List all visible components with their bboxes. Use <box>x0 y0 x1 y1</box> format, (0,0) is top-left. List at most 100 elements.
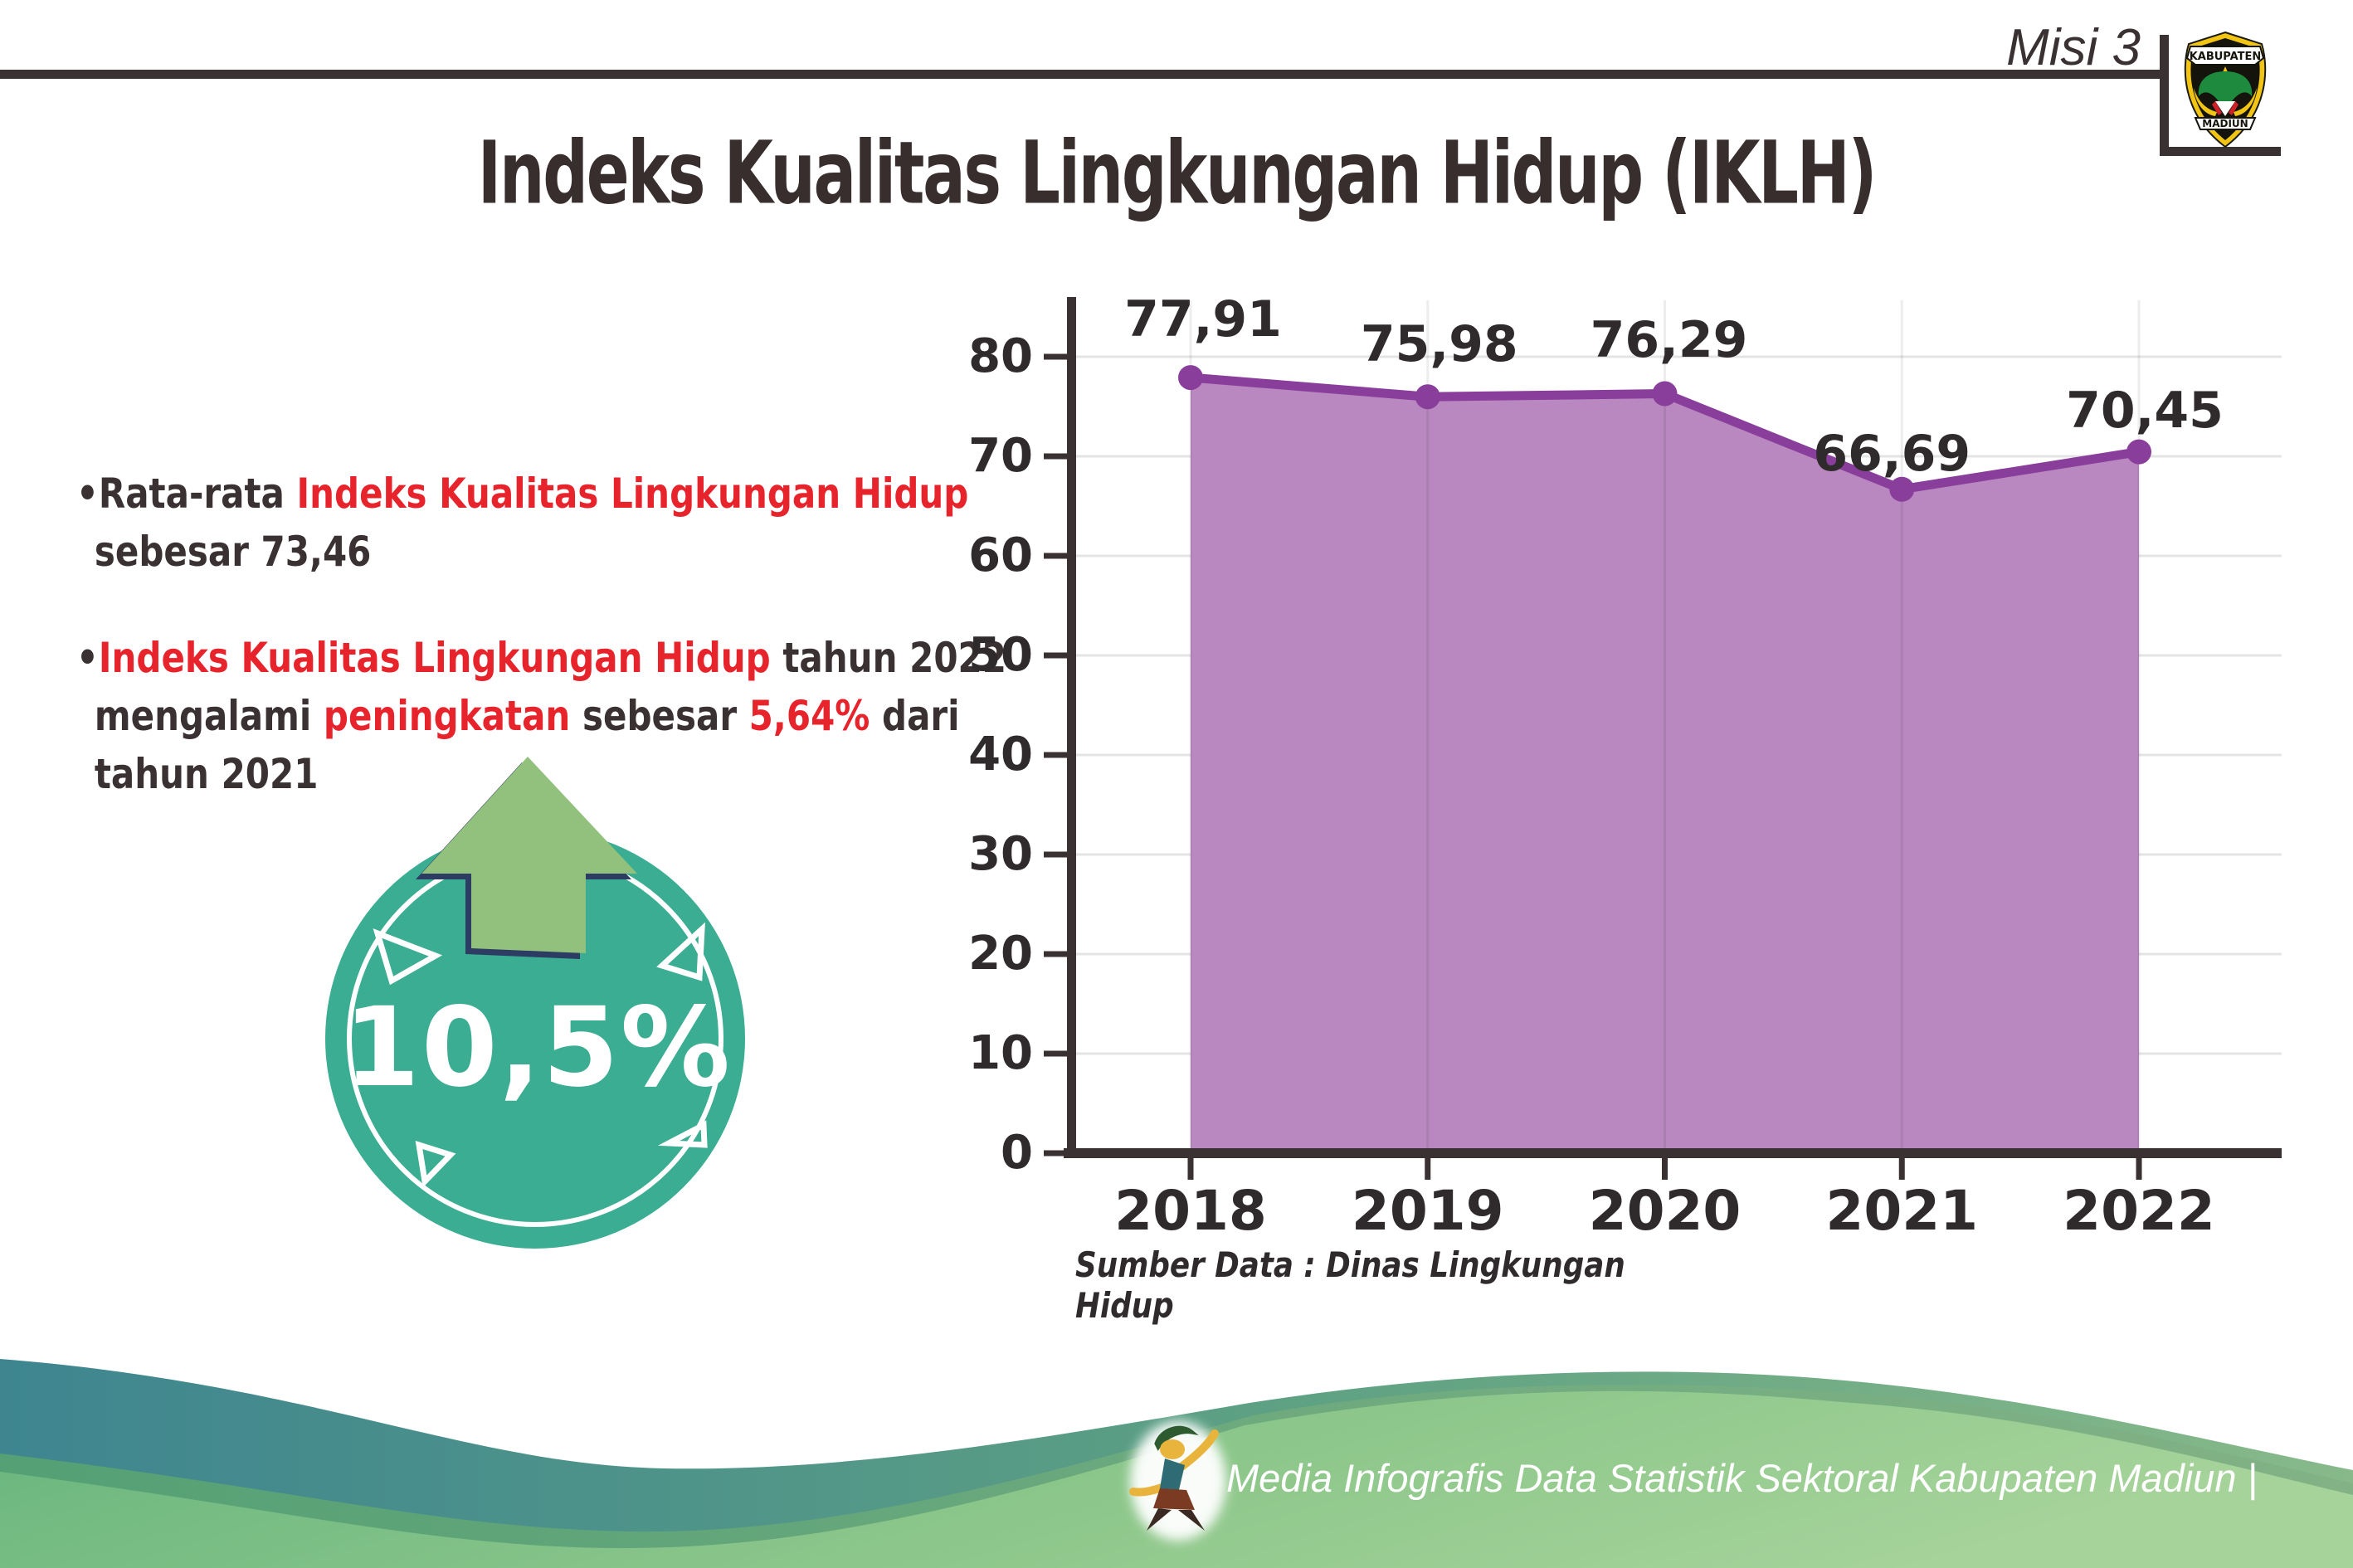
v-gridline <box>1900 300 1903 1148</box>
logo-tree-trunk <box>2224 78 2227 106</box>
y-tick-label: 0 <box>1001 1126 1033 1180</box>
badge-circle <box>325 829 745 1249</box>
y-tick-label: 50 <box>968 628 1033 682</box>
data-value-label: 75,98 <box>1360 315 1518 374</box>
y-tick-label: 10 <box>968 1026 1033 1080</box>
data-points <box>1178 365 2151 502</box>
logo-top-banner <box>2185 46 2265 66</box>
mascot-left-leg <box>1147 1508 1172 1531</box>
x-tick-label: 2022 <box>2063 1179 2215 1243</box>
data-point-dot <box>1652 381 1678 407</box>
v-gridline <box>1426 300 1430 1148</box>
mascot-hat <box>1154 1425 1199 1451</box>
badge-spark-upper-left <box>373 928 443 986</box>
logo-left-ribbon <box>2212 101 2222 115</box>
mascot-icon <box>1129 1421 1226 1541</box>
bullet2-text4: dari <box>870 692 960 740</box>
v-gridline <box>2137 300 2141 1148</box>
x-axis-ticks <box>1187 1158 2142 1180</box>
up-arrow-icon <box>421 757 637 953</box>
data-point-dot <box>1889 476 1915 502</box>
kabupaten-madiun-logo: KABUPATEN MADIUN <box>2184 31 2267 149</box>
bullet2-highlight2: peningkatan <box>323 692 571 740</box>
x-tick-mark <box>2136 1158 2142 1180</box>
h-gridline <box>1076 355 2282 358</box>
source-note: Sumber Data : Dinas Lingkungan Hidup <box>1075 1244 1625 1326</box>
bullet1-highlight: Indeks Kualitas Lingkungan Hidup <box>296 470 969 518</box>
logo-right-ribbon <box>2229 101 2239 115</box>
bullet2-highlight3: 5,64% <box>748 692 870 740</box>
summary-bullets: •Rata-rata Indeks Kualitas Lingkungan Hi… <box>76 465 1011 851</box>
y-tick-label: 40 <box>968 728 1033 782</box>
logo-top-text: KABUPATEN <box>2190 51 2262 63</box>
logo-frame-vertical <box>2160 35 2169 156</box>
data-point-dot <box>1178 365 1203 391</box>
x-tick-mark <box>1898 1158 1905 1180</box>
data-point-dot <box>2126 439 2151 465</box>
bullet2-highlight1: Indeks Kualitas Lingkungan Hidup <box>98 634 771 682</box>
data-value-label: 70,45 <box>2066 381 2224 440</box>
logo-center-emblem <box>2215 101 2235 116</box>
y-tick-mark <box>1044 652 1069 659</box>
bullet2-text3: sebesar <box>570 692 749 740</box>
y-tick-mark <box>1044 851 1069 858</box>
bullet2-text2: mengalami <box>94 692 324 740</box>
badge-spark-lower-right <box>657 1120 708 1148</box>
y-tick-mark <box>1044 353 1069 360</box>
y-tick-mark <box>1044 1150 1069 1157</box>
v-gridline <box>1189 300 1192 1148</box>
bullet2-line3: tahun 2021 <box>94 750 319 798</box>
data-point-dot <box>1415 384 1440 410</box>
logo-left-wing <box>2194 88 2217 116</box>
vertical-gridlines <box>1189 300 2141 1148</box>
y-tick-label: 20 <box>968 927 1033 981</box>
y-tick-label: 70 <box>968 429 1033 483</box>
bullet-average-iklh: •Rata-rata Indeks Kualitas Lingkungan Hi… <box>76 470 969 576</box>
y-tick-label: 30 <box>968 827 1033 881</box>
mascot-skirt <box>1153 1488 1195 1510</box>
y-tick-mark <box>1044 453 1069 460</box>
y-tick-label: 60 <box>968 528 1033 582</box>
x-tick-mark <box>1425 1158 1431 1180</box>
area-fill <box>1191 377 2139 1149</box>
mascot-raised-arm <box>1177 1429 1219 1471</box>
badge-spark-upper-right <box>656 922 705 981</box>
page-title: Indeks Kualitas Lingkungan Hidup (IKLH) <box>477 123 1878 224</box>
logo-bottom-banner <box>2194 117 2257 130</box>
v-gridline <box>1664 300 1666 1148</box>
x-tick-label: 2021 <box>1825 1179 1979 1243</box>
bullet1-prefix: Rata-rata <box>98 470 297 518</box>
logo-frame-horizontal <box>2160 147 2281 156</box>
y-tick-mark <box>1044 951 1069 957</box>
badge-percentage: 10,5% <box>343 984 732 1112</box>
y-tick-mark <box>1044 752 1069 758</box>
x-tick-label: 2020 <box>1588 1179 1742 1243</box>
mascot-torso <box>1160 1458 1185 1493</box>
bullet2-text1: tahun 2022 <box>770 634 1006 682</box>
x-axis-line <box>1064 1148 2282 1158</box>
badge-spark-lower-left <box>415 1140 456 1188</box>
logo-bottom-text: MADIUN <box>2202 118 2248 129</box>
x-tick-mark <box>1187 1158 1194 1180</box>
x-tick-label: 2019 <box>1351 1179 1504 1243</box>
y-tick-mark <box>1044 553 1069 559</box>
y-tick-label: 80 <box>968 329 1033 383</box>
data-value-label: 77,91 <box>1124 290 1282 349</box>
x-tick-mark <box>1662 1158 1668 1180</box>
increase-badge <box>325 757 745 1249</box>
x-tick-label: 2018 <box>1114 1179 1267 1243</box>
mascot-right-leg <box>1178 1510 1205 1531</box>
header-divider-line <box>0 70 2161 79</box>
y-axis-ticks <box>1044 353 1069 1157</box>
logo-right-wing <box>2234 88 2257 116</box>
bullet1-line2: sebesar 73,46 <box>94 528 372 576</box>
y-tick-mark <box>1044 1050 1069 1057</box>
mascot-head <box>1160 1439 1185 1459</box>
bullet-increase-iklh: •Indeks Kualitas Lingkungan Hidup tahun … <box>76 634 1006 798</box>
data-value-label: 76,29 <box>1590 310 1748 369</box>
misi-label: Misi 3 <box>2006 19 2141 76</box>
footer-caption: Media Infografis Data Statistik Sektoral… <box>1226 1456 2258 1500</box>
data-value-label: 66,69 <box>1813 424 1971 483</box>
